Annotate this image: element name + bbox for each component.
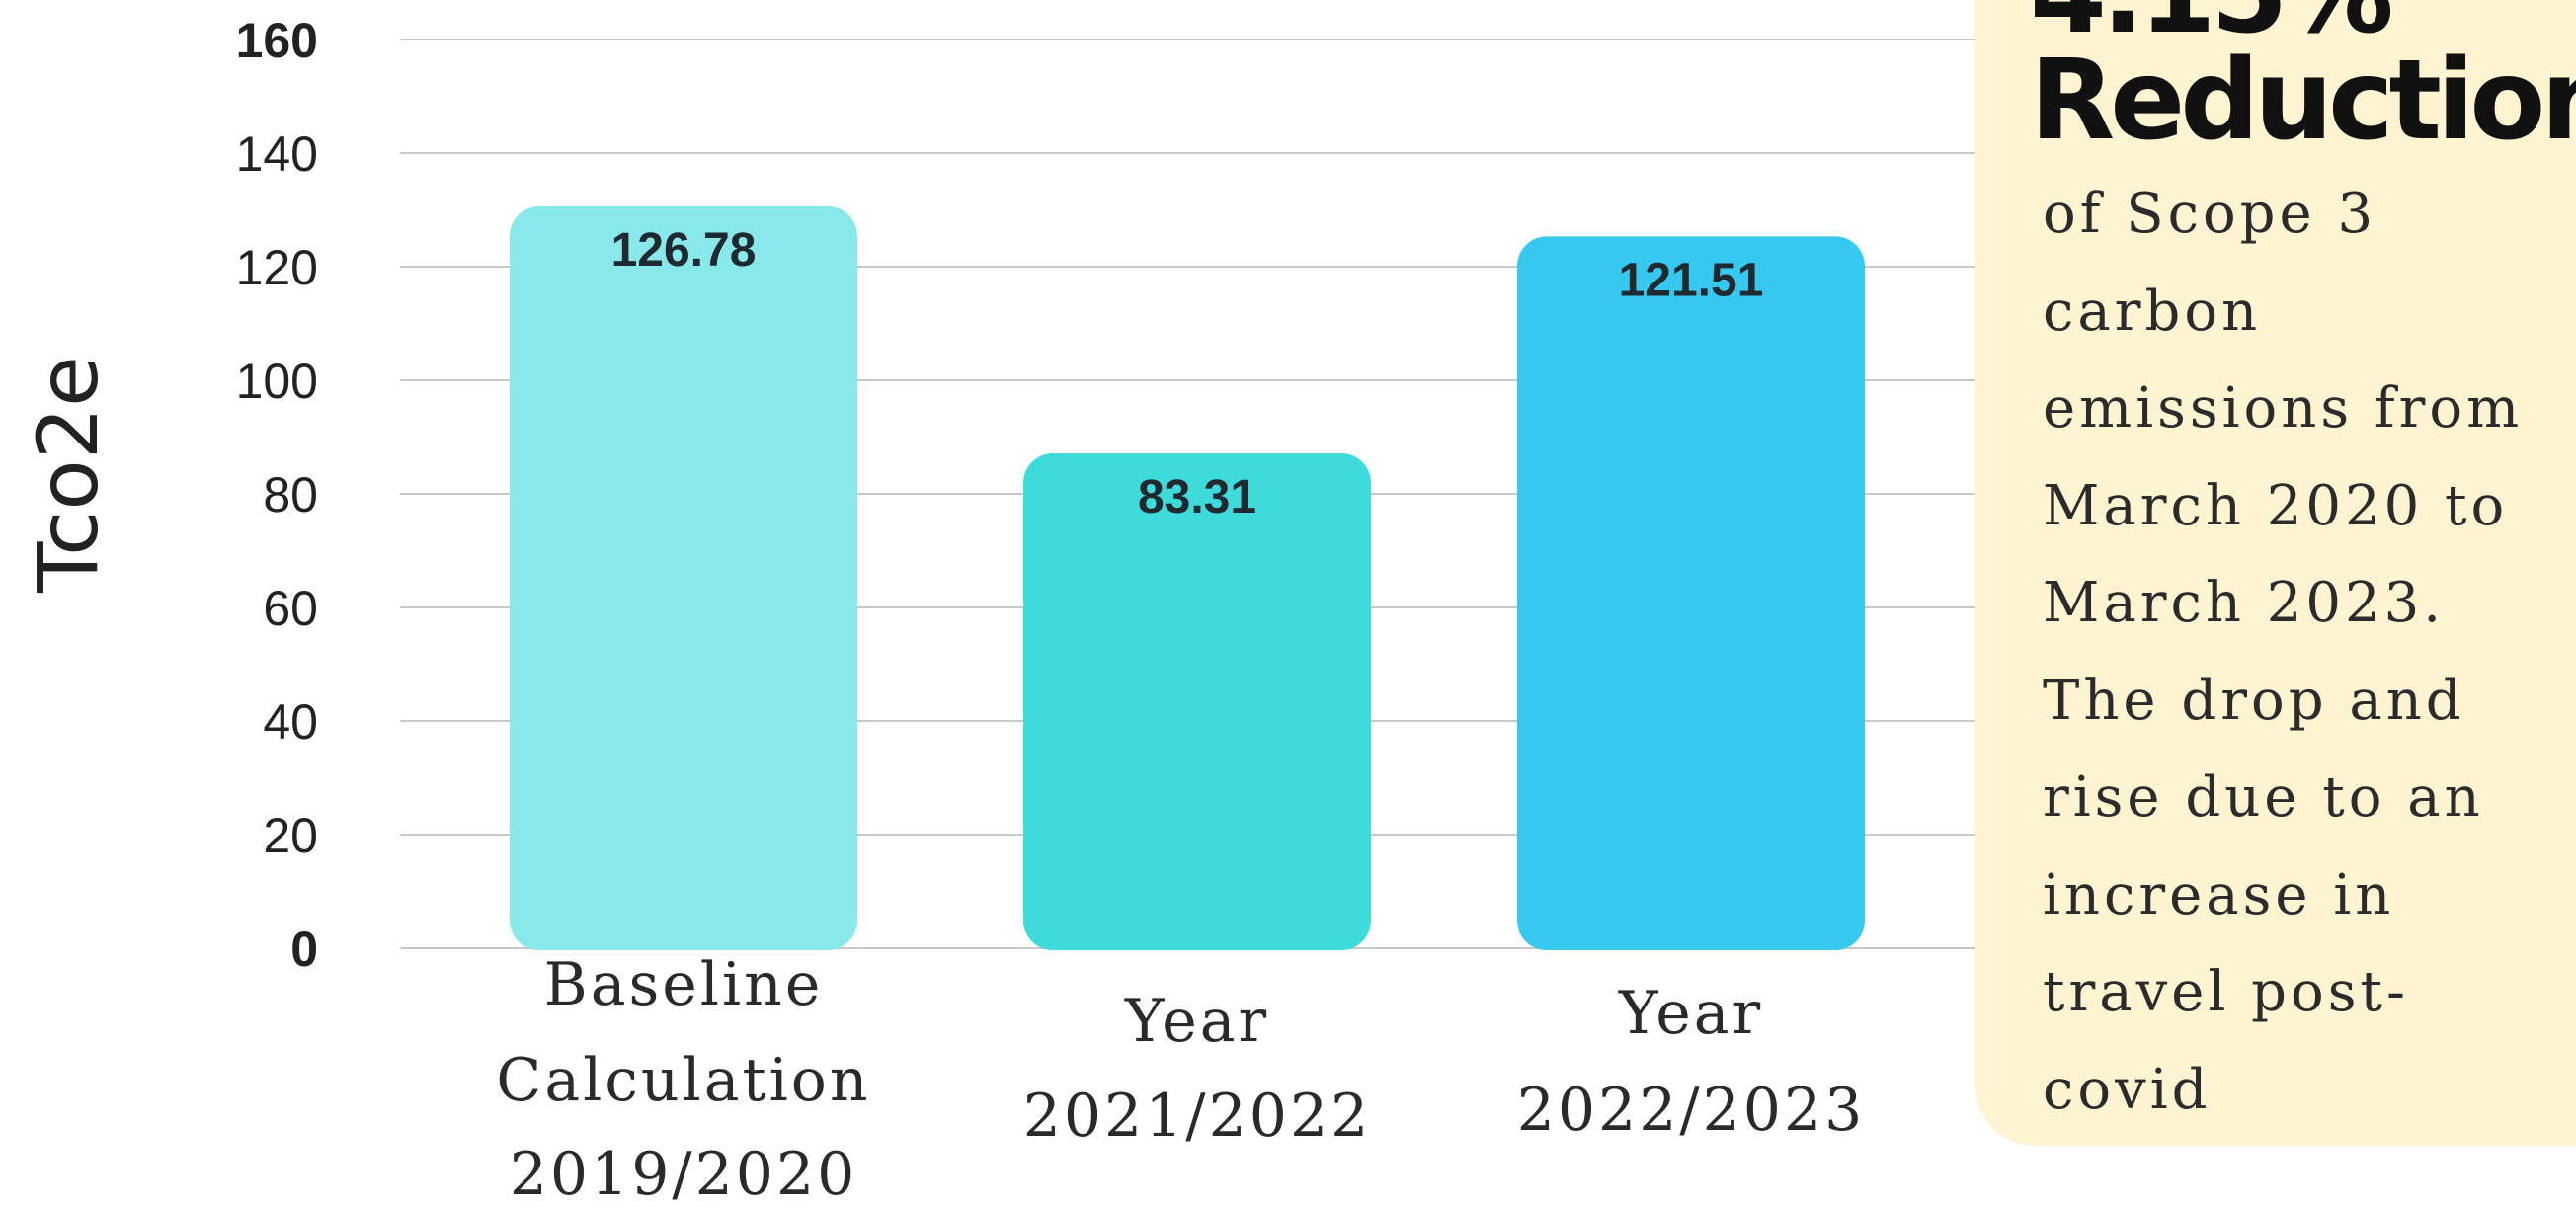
category-label-line: 2019/2020 — [510, 1140, 858, 1207]
summary-line: carbon — [2043, 279, 2262, 344]
y-axis-label: Tco2e — [20, 356, 117, 594]
y-tick-label: 60 — [263, 581, 318, 636]
bar-value-labels: 126.78 83.31 121.51 — [611, 224, 1764, 523]
summary-line: March 2023. — [2043, 571, 2446, 635]
summary-line: March 2020 to — [2043, 473, 2509, 538]
category-label: Year 2022/2023 — [1517, 979, 1866, 1145]
y-tick-label: 20 — [263, 808, 318, 863]
bar-value-label: 126.78 — [611, 224, 757, 277]
bar-value-label: 121.51 — [1619, 254, 1764, 306]
bar — [1517, 236, 1865, 950]
bar-value-label: 83.31 — [1138, 471, 1256, 523]
summary-line: covid — [2043, 1057, 2212, 1122]
headline-line: 4.15% — [2030, 0, 2576, 49]
category-label-line: Year — [1124, 987, 1269, 1056]
y-tick-label: 140 — [236, 126, 318, 182]
summary-line: increase in — [2043, 862, 2395, 927]
category-label-line: Baseline — [544, 950, 824, 1019]
summary-text: of Scope 3 carbon emissions from March 2020… — [2043, 166, 2576, 1139]
y-tick-label: 0 — [290, 922, 318, 977]
bars — [510, 206, 1865, 950]
category-label: Year 2021/2022 — [1023, 987, 1372, 1151]
x-axis-categories: Baseline Calculation 2019/2020 Year 2021/202… — [496, 950, 1866, 1207]
y-axis-ticks: 0 20 40 60 80 100 120 140 160 — [236, 13, 318, 977]
summary-line: emissions from — [2043, 376, 2524, 441]
summary-line: rise due to an — [2043, 765, 2484, 830]
bar-chart: 0 20 40 60 80 100 120 140 160 126.78 83.31 121.51 … — [20, 13, 1975, 1207]
summary-line: travel post- — [2043, 960, 2409, 1024]
bar — [510, 206, 857, 950]
y-tick-label: 80 — [263, 467, 318, 523]
category-label-line: Year — [1618, 979, 1763, 1048]
category-label-line: Calculation — [496, 1046, 870, 1115]
category-label-line: 2022/2023 — [1517, 1076, 1866, 1145]
summary-panel — [1975, 0, 2576, 1146]
category-label-line: 2021/2022 — [1023, 1082, 1372, 1151]
y-tick-label: 160 — [236, 13, 318, 68]
y-tick-label: 40 — [263, 694, 318, 750]
headline-line: Reduction — [2030, 37, 2576, 165]
summary-line: The drop and — [2043, 668, 2465, 733]
reduction-headline: 4.15%Reduction — [2030, 0, 2576, 165]
category-label: Baseline Calculation 2019/2020 — [496, 950, 870, 1207]
y-tick-label: 120 — [236, 240, 318, 295]
y-tick-label: 100 — [236, 354, 318, 409]
summary-line: of Scope 3 — [2043, 182, 2377, 246]
bar — [1023, 452, 1371, 950]
